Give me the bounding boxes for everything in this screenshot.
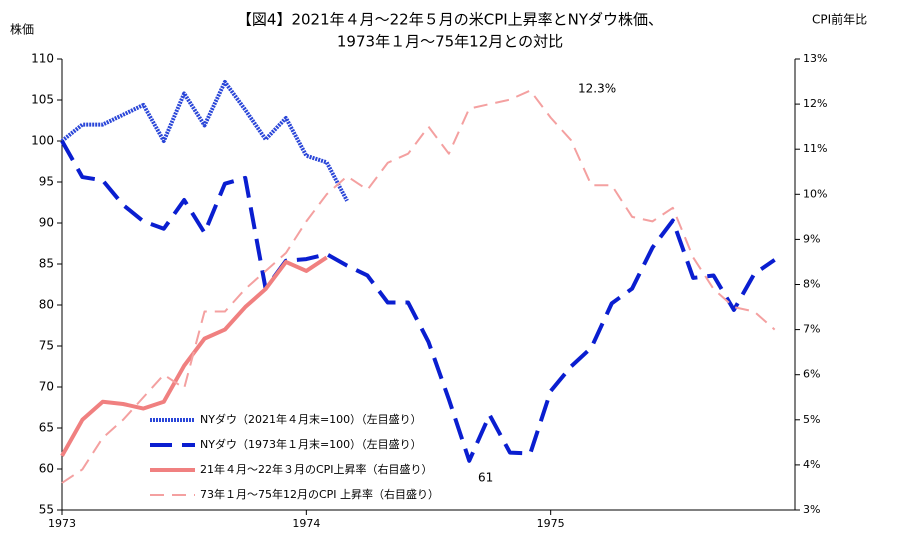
y2-tick-label: 4% [803,458,820,471]
y-tick-label: 65 [39,421,54,435]
y-tick-label: 75 [39,339,54,353]
y2-tick-label: 8% [803,278,820,291]
y-tick-label: 70 [39,380,54,394]
y-axis-label: 株価 [10,22,34,37]
chart-title: 【図4】2021年４月～22年５月の米CPI上昇率とNYダウ株価、 [237,11,663,29]
y2-tick-label: 5% [803,413,820,426]
y2-tick-label: 3% [803,503,820,516]
y2-tick-label: 12% [803,97,827,110]
y2-tick-label: 11% [803,142,827,155]
y-tick-label: 55 [39,503,54,517]
y-tick-label: 60 [39,462,54,476]
series-line [61,89,776,484]
legend-label: 73年１月～75年12月のCPI 上昇率（右目盛り） [200,487,439,501]
annotation: 12.3% [578,82,616,96]
y-tick-label: 90 [39,216,54,230]
series-line [60,255,328,457]
y-tick-label: 100 [31,134,54,148]
y-tick-label: 105 [31,93,54,107]
x-tick-label: 1973 [48,517,76,530]
y-tick-label: 80 [39,298,54,312]
y2-tick-label: 7% [803,323,820,336]
y-tick-label: 95 [39,175,54,189]
chart-subtitle: 1973年１月～75年12月との対比 [337,33,563,51]
series-line [60,140,776,463]
y2-axis-label: CPI前年比 [812,12,867,27]
y2-tick-label: 10% [803,187,827,200]
legend-label: 21年４月～22年３月のCPI上昇率（右目盛り） [200,462,433,476]
y2-tick-label: 13% [803,52,827,65]
legend-label: NYダウ（1973年１月末=100）（左目盛り） [200,437,422,451]
y-tick-label: 110 [31,52,54,66]
y2-tick-label: 9% [803,232,820,245]
legend-label: NYダウ（2021年４月末=100）（左目盛り） [200,412,422,426]
y-tick-label: 85 [39,257,54,271]
y2-tick-label: 6% [803,368,820,381]
annotation: 61 [478,471,493,485]
x-tick-label: 1975 [537,517,565,530]
x-tick-label: 1974 [292,517,320,530]
series-line [60,79,349,202]
